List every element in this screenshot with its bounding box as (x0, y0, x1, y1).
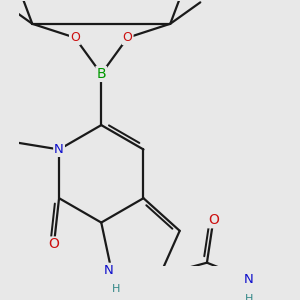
Text: O: O (208, 213, 219, 227)
Text: O: O (49, 238, 59, 251)
Text: H: H (244, 293, 253, 300)
Text: N: N (54, 143, 64, 156)
Text: N: N (103, 264, 113, 277)
Text: O: O (70, 31, 80, 44)
Text: N: N (244, 273, 254, 286)
Text: H: H (112, 284, 121, 295)
Text: B: B (97, 67, 106, 81)
Text: O: O (123, 31, 133, 44)
